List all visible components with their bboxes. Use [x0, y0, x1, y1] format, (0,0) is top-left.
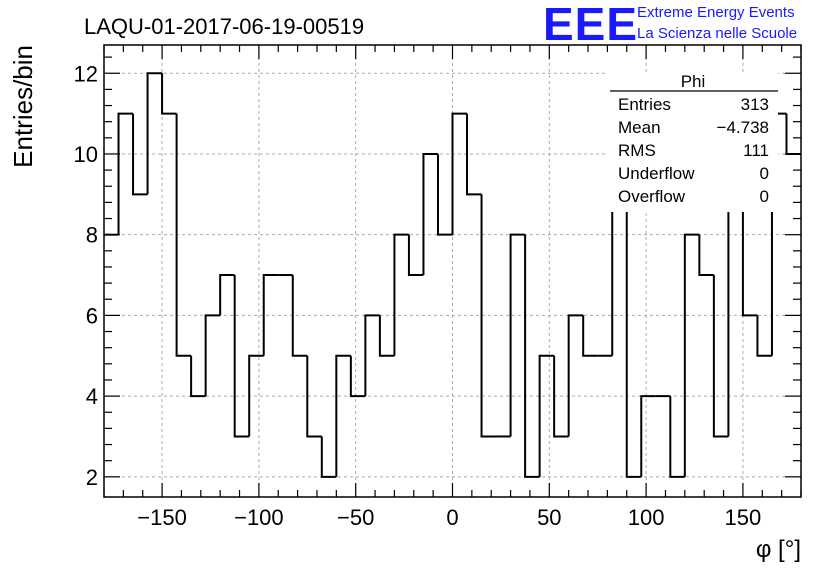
histogram-bin [306, 355, 322, 438]
histogram-bin [335, 354, 351, 477]
histogram-bin [219, 274, 235, 316]
x-tick-label: −100 [234, 505, 284, 530]
logo-line-1: Extreme Energy Events [637, 4, 795, 21]
y-tick-label: 12 [74, 61, 98, 86]
stats-value: 0 [760, 187, 769, 206]
histogram-bin [161, 73, 177, 115]
histogram-bin [132, 113, 148, 196]
histogram-bin [785, 113, 801, 155]
x-axis-label: φ [°] [756, 536, 801, 563]
histogram-bin [741, 194, 758, 317]
histogram-bin [233, 275, 250, 438]
histogram-bin [422, 152, 438, 276]
histogram-bin [567, 314, 584, 437]
histogram-bin [582, 315, 598, 357]
histogram-bin [509, 233, 526, 437]
stats-label: Overflow [618, 187, 686, 206]
y-axis-label: Entries/bin [8, 45, 38, 168]
stats-title: Phi [681, 72, 706, 91]
histogram-bin [466, 113, 482, 196]
stats-label: Entries [618, 95, 671, 114]
stats-label: Underflow [618, 164, 695, 183]
histogram-bin [480, 194, 497, 438]
histogram-bin [436, 153, 453, 236]
histogram-bin [378, 315, 395, 357]
y-tick-label: 6 [86, 303, 98, 328]
x-tick-label: 150 [725, 505, 762, 530]
histogram-bin [117, 112, 134, 235]
x-tick-label: 100 [628, 505, 665, 530]
logo-line-2: La Scienza nelle Scuole [637, 25, 797, 42]
stats-value: 313 [741, 95, 769, 114]
stats-value: −4.738 [717, 118, 769, 137]
histogram-bin [553, 355, 569, 438]
stats-label: RMS [618, 141, 656, 160]
histogram-bin [712, 275, 729, 438]
stats-box-background [608, 72, 778, 212]
x-tick-label: −150 [137, 505, 187, 530]
histogram-bin [451, 112, 468, 235]
histogram-bin [364, 314, 380, 397]
histogram-bin [538, 354, 555, 477]
histogram-bin [248, 354, 264, 437]
stats-value: 111 [743, 141, 769, 160]
histogram-bin [625, 153, 642, 478]
histogram-bin [683, 233, 700, 477]
logo-mark: EEE [543, 0, 638, 50]
histogram-bin [190, 355, 206, 398]
histogram-bin [291, 275, 308, 357]
plot-frame [103, 44, 802, 498]
x-tick-label: 50 [537, 505, 561, 530]
histogram-bin [698, 234, 714, 277]
histogram-bin [262, 274, 279, 356]
y-tick-label: 4 [86, 384, 98, 409]
histogram-bin [640, 395, 656, 477]
histogram-bin [756, 315, 772, 357]
histogram-bin [393, 233, 409, 356]
histogram-bin [146, 72, 163, 195]
y-tick-label: 10 [74, 142, 98, 167]
stats-value: 0 [760, 164, 769, 183]
eee-logo: EEE Extreme Energy Events La Scienza nel… [543, 0, 797, 50]
x-tick-label: −50 [337, 505, 374, 530]
x-tick-label: 0 [446, 505, 458, 530]
histogram-bin [320, 436, 337, 478]
stats-box: Phi Entries 313 Mean −4.738 RMS 111 Underflow 0… [608, 72, 778, 212]
histogram-bin [349, 355, 366, 398]
histogram-bin [669, 396, 685, 478]
chart-title: LAQU-01-2017-06-19-00519 [84, 14, 364, 39]
y-tick-label: 2 [86, 465, 98, 490]
y-tick-label: 8 [86, 223, 98, 248]
axes: −150 −100 −50 0 50 100 150 2 4 6 8 10 12 [74, 45, 802, 530]
histogram-bin [407, 234, 424, 277]
stats-label: Mean [618, 118, 661, 137]
histogram-bin [204, 314, 221, 397]
histogram-bin [175, 113, 192, 357]
histogram-bin [524, 234, 540, 478]
